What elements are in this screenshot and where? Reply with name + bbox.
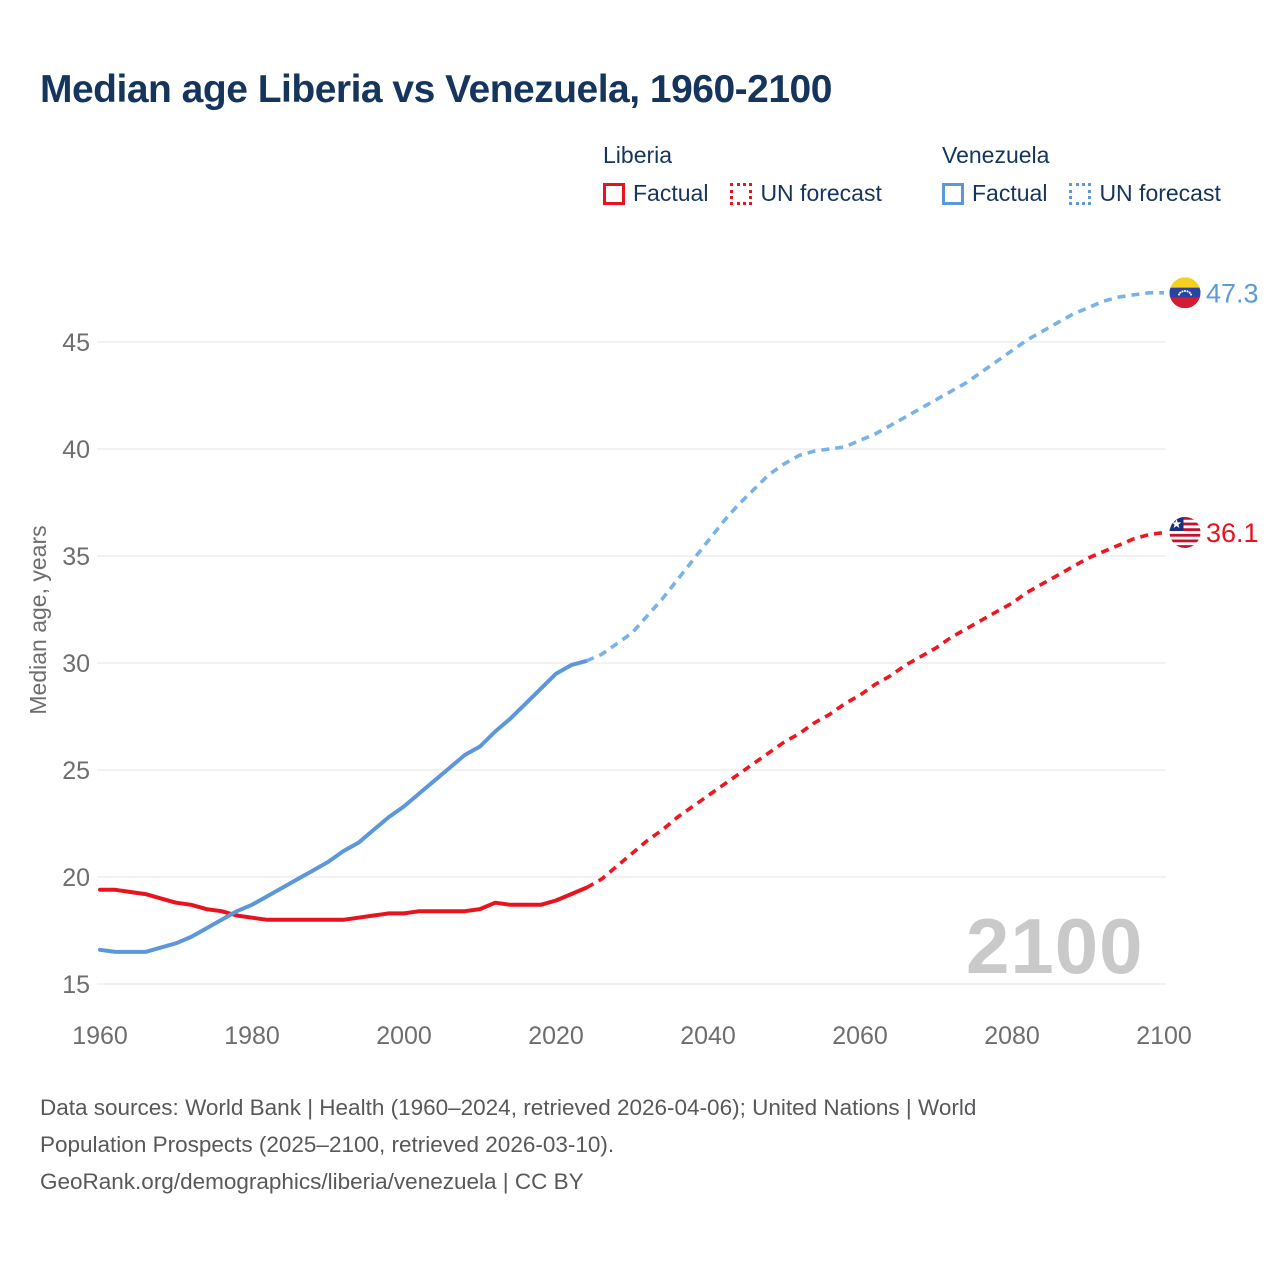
x-tick-label: 2020	[528, 1022, 584, 1050]
footer-line: Population Prospects (2025–2100, retriev…	[40, 1132, 615, 1157]
y-tick-label: 35	[62, 543, 90, 571]
y-tick-label: 40	[62, 436, 90, 464]
legend-group-liberia: Liberia Factual UN forecast	[603, 142, 942, 207]
y-tick-label: 25	[62, 757, 90, 785]
y-axis-title: Median age, years	[25, 525, 51, 714]
legend-group-title: Venezuela	[942, 142, 1050, 168]
legend-group-venezuela: Venezuela Factual UN forecast	[942, 142, 1243, 207]
y-tick-label: 20	[62, 864, 90, 892]
venezuela-flag-icon	[1169, 277, 1201, 309]
series-venezuela-factual	[98, 658, 589, 954]
legend-item-label: UN forecast	[1099, 180, 1221, 206]
watermark-year: 2100	[966, 902, 1144, 990]
y-tick-label: 45	[62, 329, 90, 357]
x-tick-label: 2100	[1136, 1022, 1192, 1050]
legend-item-label: UN forecast	[760, 180, 882, 206]
x-tick-label: 2080	[984, 1022, 1040, 1050]
venezuela-factual-swatch-icon	[942, 182, 964, 205]
x-tick-label: 2040	[680, 1022, 736, 1050]
x-tick-label: 1960	[72, 1022, 128, 1050]
series-liberia-factual	[98, 885, 589, 922]
legend: Liberia Factual UN forecast Venezuela Fa…	[603, 142, 1243, 207]
page-title: Median age Liberia vs Venezuela, 1960-21…	[40, 68, 832, 111]
y-tick-label: 30	[62, 650, 90, 678]
liberia-factual-swatch-icon	[603, 182, 625, 205]
legend-group-title: Liberia	[603, 142, 673, 168]
footer-line: GeoRank.org/demographics/liberia/venezue…	[40, 1169, 584, 1194]
liberia-flag-icon	[1169, 516, 1201, 548]
footer-line: Data sources: World Bank | Health (1960–…	[40, 1095, 977, 1120]
legend-item-label: Factual	[972, 180, 1048, 206]
x-tick-label: 2000	[376, 1022, 432, 1050]
end-value-venezuela: 47.3	[1206, 278, 1259, 308]
series-venezuela-un-forecast	[585, 290, 1164, 663]
x-tick-label: 2060	[832, 1022, 888, 1050]
y-tick-label: 15	[62, 971, 90, 999]
liberia-forecast-swatch-icon	[730, 182, 753, 205]
series-liberia-un-forecast	[585, 530, 1165, 890]
data-sources-footer: Data sources: World Bank | Health (1960–…	[40, 1089, 976, 1200]
venezuela-forecast-swatch-icon	[1069, 182, 1092, 205]
legend-row: Factual UN forecast	[942, 180, 1243, 207]
end-value-liberia: 36.1	[1206, 518, 1259, 548]
x-tick-label: 1980	[224, 1022, 280, 1050]
legend-row: Factual UN forecast	[603, 180, 942, 207]
legend-item-label: Factual	[633, 180, 709, 206]
